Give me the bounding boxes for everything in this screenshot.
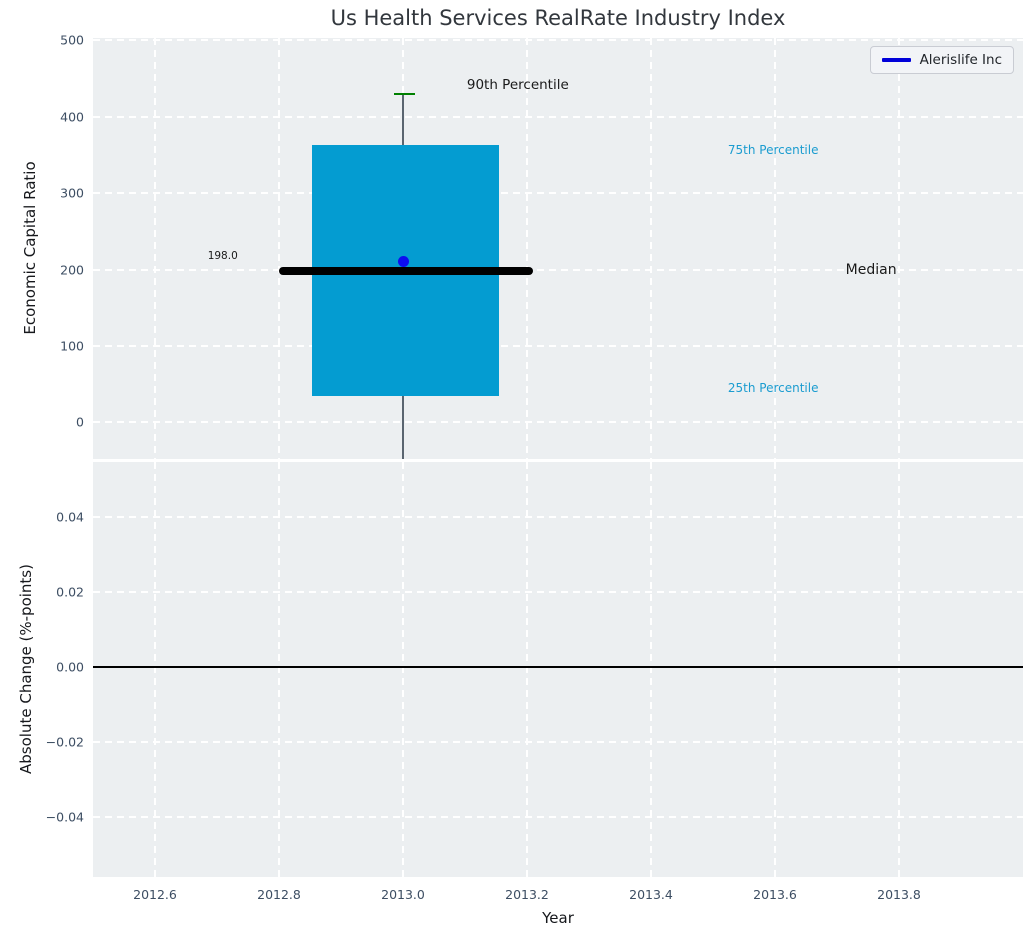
y-tick-label: 0.04 [56,509,84,525]
chart-annotation: 90th Percentile [466,77,569,94]
x-tick-label: 2013.2 [505,887,549,902]
y-tick-label: 0.00 [56,659,84,675]
v-gridline [154,462,156,877]
legend: Alerislife Inc [869,46,1014,74]
y-tick-label: 400 [60,109,84,125]
y-tick-label: 300 [60,185,84,201]
v-gridline [526,462,528,877]
company-marker [397,256,409,268]
bottom-axes [93,462,1023,877]
x-tick-label: 2013.4 [629,887,673,902]
x-axis-label: Year [542,909,574,927]
y-tick-label: −0.02 [45,734,84,750]
h-gridline [93,591,1023,594]
zero-line [93,666,1023,669]
v-gridline [898,462,900,877]
chart-annotation: 75th Percentile [727,143,819,158]
x-tick-label: 2012.8 [257,887,301,902]
h-gridline [93,192,1023,195]
median-line [279,267,534,276]
v-gridline [526,38,528,459]
y-tick-label: 0.02 [56,584,84,600]
top-axes: 198.0 90th Percentile 75th Percentile Media… [93,38,1023,459]
y-tick-label: 0 [76,414,84,430]
chart-title: Us Health Services RealRate Industry Ind… [330,6,786,30]
chart-annotation: 25th Percentile [727,380,819,395]
y-tick-label: 100 [60,338,84,354]
x-tick-label: 2013.6 [753,887,797,902]
h-gridline [93,39,1023,42]
h-gridline [93,741,1023,744]
y-tick-label: 500 [60,32,84,48]
chart-annotation: Median [845,262,897,279]
h-gridline [93,421,1023,424]
v-gridline [774,38,776,459]
x-tick-label: 2013.0 [381,887,425,902]
y-tick-label: −0.04 [45,809,84,825]
percentile-90-cap [393,92,416,96]
v-gridline [402,462,404,877]
y-tick-label: 200 [60,262,84,277]
x-tick-label: 2013.8 [877,887,921,902]
chart-annotation: 198.0 [207,249,238,262]
legend-label: Alerislife Inc [919,52,1002,68]
h-gridline [93,516,1023,519]
h-gridline [93,115,1023,118]
x-tick-label: 2012.6 [133,887,177,902]
v-gridline [154,38,156,459]
v-gridline [774,462,776,877]
h-gridline [93,344,1023,347]
v-gridline [898,38,900,459]
v-gridline [650,462,652,877]
v-gridline [278,462,280,877]
h-gridline [93,816,1023,819]
v-gridline [278,38,280,459]
v-gridline [650,38,652,459]
legend-line-sample [881,58,911,62]
